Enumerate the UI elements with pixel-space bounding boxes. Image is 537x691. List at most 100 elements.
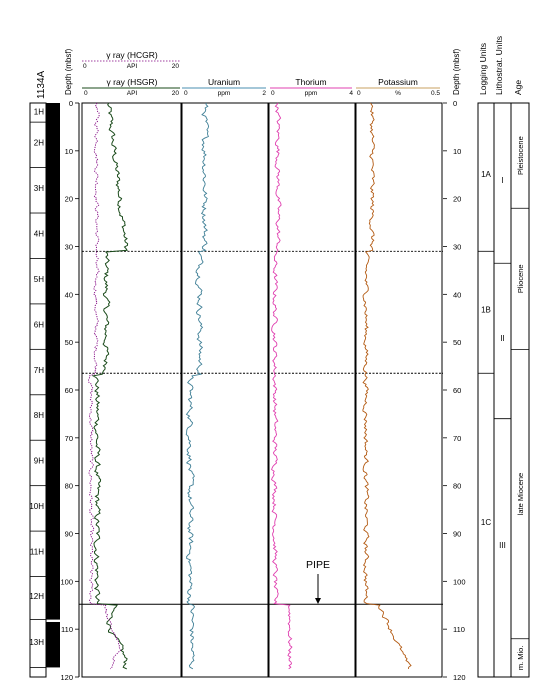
left-depth-tick-label: 110 [61, 625, 73, 634]
core-label: 3H [34, 184, 44, 193]
core-label: 12H [29, 592, 44, 601]
right-depth-tick-label: 60 [453, 386, 461, 395]
site-label: 1134A [36, 70, 47, 99]
thorium-track-frame [268, 102, 356, 678]
depth-axis-title-right: Depth (mbsf) [452, 48, 461, 95]
hsgr-curve [91, 102, 129, 670]
hcgr-curve [88, 102, 121, 670]
thorium-scale-max: 4 [349, 90, 353, 97]
left-depth-tick-label: 80 [65, 482, 73, 491]
core-label: 5H [34, 275, 44, 284]
hcgr-scale-max: 20 [172, 63, 180, 70]
left-depth-tick-label: 120 [60, 673, 73, 682]
depth-axis-title-left: Depth (mbsf) [64, 48, 73, 95]
potassium-curve [362, 102, 412, 669]
left-depth-tick-label: 40 [65, 290, 73, 299]
left-depth-tick-label: 50 [65, 338, 73, 347]
core-label: 1H [34, 108, 44, 117]
logging_units-column-frame [477, 102, 495, 678]
uranium-track-frame [181, 102, 269, 678]
potassium-header: Potassium 0 % 0.5 [356, 77, 440, 97]
right-depth-tick-label: 10 [453, 147, 461, 156]
core-label: 2H [34, 139, 44, 148]
core-label: 4H [34, 229, 44, 238]
right-depth-tick-label: 30 [453, 243, 461, 252]
right-depth-tick-label: 110 [453, 625, 465, 634]
hsgr-unit: API [127, 90, 138, 97]
right-depth-tick-label: 80 [453, 482, 461, 491]
core-label: 7H [34, 366, 44, 375]
core-label: 11H [30, 548, 44, 557]
pipe-arrow-head [315, 598, 321, 604]
hcgr-unit: API [127, 63, 138, 70]
thorium-title: Thorium [295, 77, 326, 87]
thorium-curve [271, 102, 293, 670]
potassium-unit: % [395, 90, 401, 97]
right-depth-tick-label: 20 [453, 195, 461, 204]
right-depth-tick-label: 0 [453, 99, 457, 108]
right-depth-tick-label: 100 [453, 577, 466, 586]
uranium-header: Uranium 0 ppm 2 [182, 77, 266, 97]
left-depth-tick-label: 60 [65, 386, 73, 395]
thorium-unit: ppm [305, 90, 318, 97]
left-depth-tick-label: 100 [60, 577, 73, 586]
core-label: 10H [29, 502, 44, 511]
thorium-scale-min: 0 [271, 90, 275, 97]
litho-units-title: Lithostrat. Units [494, 36, 504, 95]
core-recovery-bar-lower [46, 621, 60, 668]
core-label: 6H [34, 320, 44, 329]
logging-units-title: Logging Units [478, 43, 488, 95]
ages-label: m. Mio. [516, 646, 525, 671]
pipe-annotation: PIPE [306, 559, 330, 604]
right-depth-tick-label: 90 [453, 530, 461, 539]
left-depth-tick-label: 70 [65, 434, 73, 443]
age-title: Age [513, 80, 523, 95]
uranium-curve [185, 102, 210, 670]
litho_units-column-frame [493, 102, 512, 678]
right-depth-tick-label: 40 [453, 290, 461, 299]
gamma-track-frame [81, 102, 182, 678]
hsgr-title: γ ray (HSGR) [107, 77, 158, 87]
litho_units-label: II [500, 334, 504, 343]
hsgr-scale-max: 20 [172, 90, 180, 97]
uranium-unit: ppm [218, 90, 231, 97]
core-column: 1H 2H 3H 4H 5H 6H 7H 8H 9H 10H 11H 12H 13H [29, 102, 60, 678]
core-label: 9H [34, 457, 44, 466]
left-depth-tick-label: 0 [69, 99, 73, 108]
potassium-title: Potassium [378, 77, 418, 87]
litho_units-label: I [501, 176, 503, 185]
uranium-scale-max: 2 [262, 90, 266, 97]
ages-label: Pliocene [516, 264, 525, 293]
pipe-label: PIPE [306, 559, 330, 571]
uranium-scale-min: 0 [184, 90, 188, 97]
right-depth-tick-label: 50 [453, 338, 461, 347]
left-depth-tick-label: 30 [65, 243, 73, 252]
logging_units-label: 1C [481, 518, 491, 527]
depth-axes: 0 0 10 10 20 20 30 30 40 40 50 50 60 60 70 70 80 80 90 90 10… [60, 99, 465, 682]
right-depth-tick-label: 70 [453, 434, 461, 443]
ages-column-frame [510, 102, 530, 678]
right-depth-tick-label: 120 [453, 673, 466, 682]
hcgr-scale-min: 0 [83, 63, 87, 70]
potassium-scale-min: 0 [357, 90, 361, 97]
core-label: 13H [29, 638, 44, 647]
ages-label: late Miocene [516, 473, 525, 516]
hcgr-title: γ ray (HCGR) [106, 50, 158, 60]
logging_units-label: 1A [481, 170, 491, 179]
thorium-header: Thorium 0 ppm 4 [270, 77, 353, 97]
left-depth-tick-label: 10 [65, 147, 73, 156]
left-depth-tick-label: 90 [65, 530, 73, 539]
log-tracks [79, 102, 443, 678]
potassium-track-frame [355, 102, 443, 678]
uranium-title: Uranium [208, 77, 240, 87]
core-label: 8H [34, 411, 44, 420]
hsgr-scale-min: 0 [84, 90, 88, 97]
logging_units-label: 1B [481, 305, 491, 314]
core-recovery-bar-upper [46, 103, 60, 620]
potassium-scale-max: 0.5 [431, 90, 440, 97]
litho_units-label: III [499, 541, 506, 550]
ages-label: Pleistocene [516, 136, 525, 175]
gamma-header: γ ray (HCGR) 0 API 20 γ ray (HSGR) 0 API… [82, 50, 180, 97]
